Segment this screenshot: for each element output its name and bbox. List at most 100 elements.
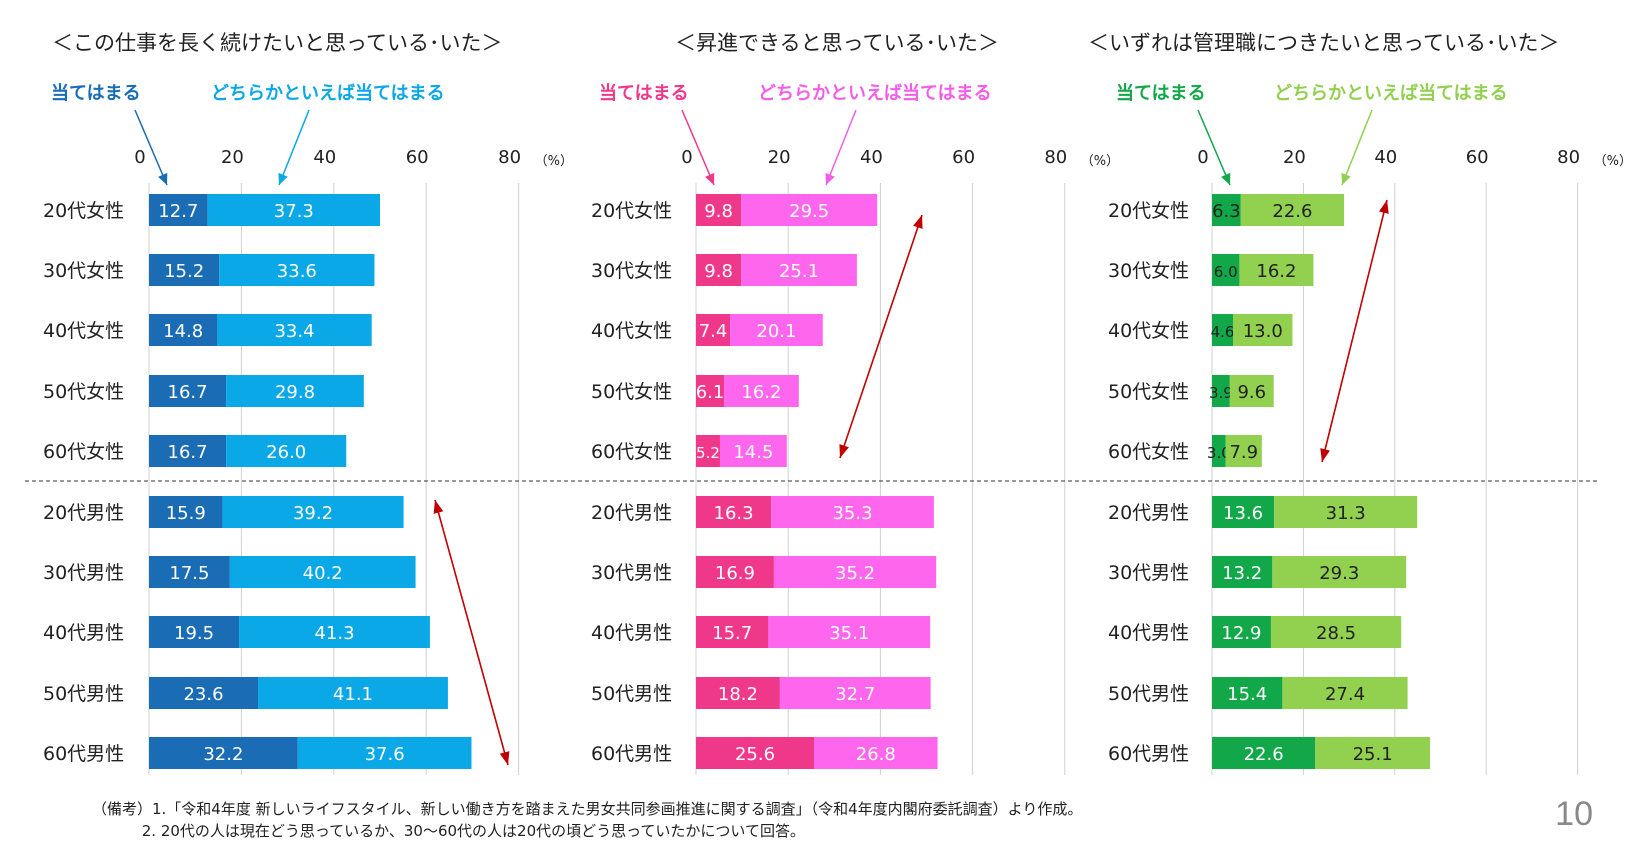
data-label: 40.2 (303, 563, 343, 584)
category-label: 50代男性 (43, 683, 124, 705)
data-label: 28.5 (1316, 623, 1356, 644)
legend-pointer-line-1-0 (681, 109, 715, 186)
legend-label-2-1: どちらかといえば当てはまる (1274, 82, 1508, 104)
bar-somewhat (229, 556, 416, 588)
bar-somewhat (724, 375, 799, 407)
data-label: 9.8 (704, 261, 733, 282)
data-label: 32.2 (203, 744, 243, 765)
data-label: 32.7 (835, 684, 875, 705)
category-label: 40代男性 (1108, 622, 1189, 644)
bar-strong (1212, 496, 1275, 528)
legend-pointer-line-2-1 (1341, 109, 1373, 186)
bar-strong (1212, 677, 1283, 709)
legend-pointer-arrowhead-0-0 (158, 172, 168, 185)
chart-title: ＜この仕事を長く続けたいと思っている･いた＞ (52, 31, 502, 55)
x-tick-label: 60 (406, 147, 429, 168)
bar-somewhat (1240, 194, 1345, 226)
bar-strong (696, 616, 769, 648)
data-label: 35.1 (829, 623, 869, 644)
data-label: 17.5 (169, 563, 209, 584)
bar-somewhat (741, 194, 878, 226)
data-label: 16.2 (741, 382, 781, 403)
category-label: 60代女性 (1108, 441, 1189, 463)
legend-pointer-arrowhead-0-1 (278, 172, 288, 185)
bar-somewhat (730, 314, 823, 346)
bar-somewhat (1233, 314, 1293, 346)
x-tick-label: 40 (313, 147, 336, 168)
data-label: 13.0 (1243, 321, 1283, 342)
data-label: 19.5 (174, 623, 214, 644)
category-label: 60代女性 (591, 441, 672, 463)
bar-somewhat (1282, 677, 1408, 709)
x-tick-label: 0 (134, 147, 145, 168)
bar-somewhat (1270, 616, 1402, 648)
trend-arrow-1 (434, 499, 509, 766)
bar-strong (696, 375, 725, 407)
axis-unit: （%） (1081, 154, 1119, 169)
category-label: 50代女性 (1108, 381, 1189, 403)
data-label: 18.2 (718, 684, 758, 705)
axis-unit: （%） (535, 154, 573, 169)
category-label: 20代男性 (591, 502, 672, 524)
bar-somewhat (217, 314, 372, 346)
bar-somewhat (779, 677, 931, 709)
x-tick-label: 0 (681, 147, 692, 168)
x-tick-label: 40 (860, 147, 883, 168)
category-label: 20代女性 (43, 200, 124, 222)
bar-somewhat (1272, 556, 1407, 588)
data-label: 31.3 (1326, 503, 1366, 524)
trend-arrow-3 (1321, 199, 1388, 463)
bar-somewhat (239, 616, 430, 648)
x-tick-label: 20 (768, 147, 791, 168)
data-label: 16.7 (168, 442, 208, 463)
data-label: 15.7 (712, 623, 752, 644)
category-label: 60代男性 (43, 743, 124, 765)
legend-label-2-0: 当てはまる (1116, 82, 1206, 104)
data-label: 15.4 (1227, 684, 1267, 705)
legend-label-1-0: 当てはまる (599, 82, 689, 104)
data-label: 14.5 (733, 442, 773, 463)
data-label: 25.1 (779, 261, 819, 282)
chart-title: ＜昇進できると思っている･いた＞ (675, 31, 999, 55)
bar-strong (149, 677, 259, 709)
data-label: 3.0 (1207, 444, 1231, 462)
bar-strong (1212, 616, 1271, 648)
trend-arrow-2-head-1 (913, 215, 923, 229)
data-label: 12.9 (1221, 623, 1261, 644)
bar-somewhat (226, 375, 364, 407)
category-label: 30代女性 (43, 260, 124, 282)
bar-strong (696, 254, 742, 286)
data-label: 7.9 (1229, 442, 1258, 463)
category-label: 40代女性 (591, 320, 672, 342)
data-label: 25.6 (735, 744, 775, 765)
bar-strong (149, 556, 230, 588)
category-label: 40代男性 (591, 622, 672, 644)
category-label: 50代女性 (591, 381, 672, 403)
data-label: 33.4 (274, 321, 314, 342)
category-label: 30代男性 (591, 562, 672, 584)
legend-pointer-arrowhead-2-0 (1221, 172, 1231, 185)
data-label: 13.2 (1222, 563, 1262, 584)
data-label: 29.5 (789, 201, 829, 222)
category-label: 30代男性 (43, 562, 124, 584)
bar-strong (696, 435, 720, 467)
category-label: 60代女性 (43, 441, 124, 463)
data-label: 12.7 (158, 201, 198, 222)
bar-somewhat (258, 677, 448, 709)
bar-somewhat (719, 435, 787, 467)
data-label: 27.4 (1325, 684, 1365, 705)
bar-strong (696, 496, 772, 528)
trend-arrow-3-head-0 (1320, 448, 1330, 462)
category-label: 50代男性 (591, 683, 672, 705)
bar-somewhat (219, 254, 375, 286)
axis-unit: （%） (1594, 154, 1625, 169)
bar-somewhat (1239, 254, 1314, 286)
data-label: 22.6 (1244, 744, 1284, 765)
trend-arrow-3-head-1 (1379, 200, 1389, 214)
data-label: 37.6 (365, 744, 405, 765)
data-label: 14.8 (163, 321, 203, 342)
data-label: 6.3 (1212, 201, 1241, 222)
bar-strong (1212, 737, 1316, 769)
category-label: 20代女性 (1108, 200, 1189, 222)
category-label: 50代女性 (43, 381, 124, 403)
